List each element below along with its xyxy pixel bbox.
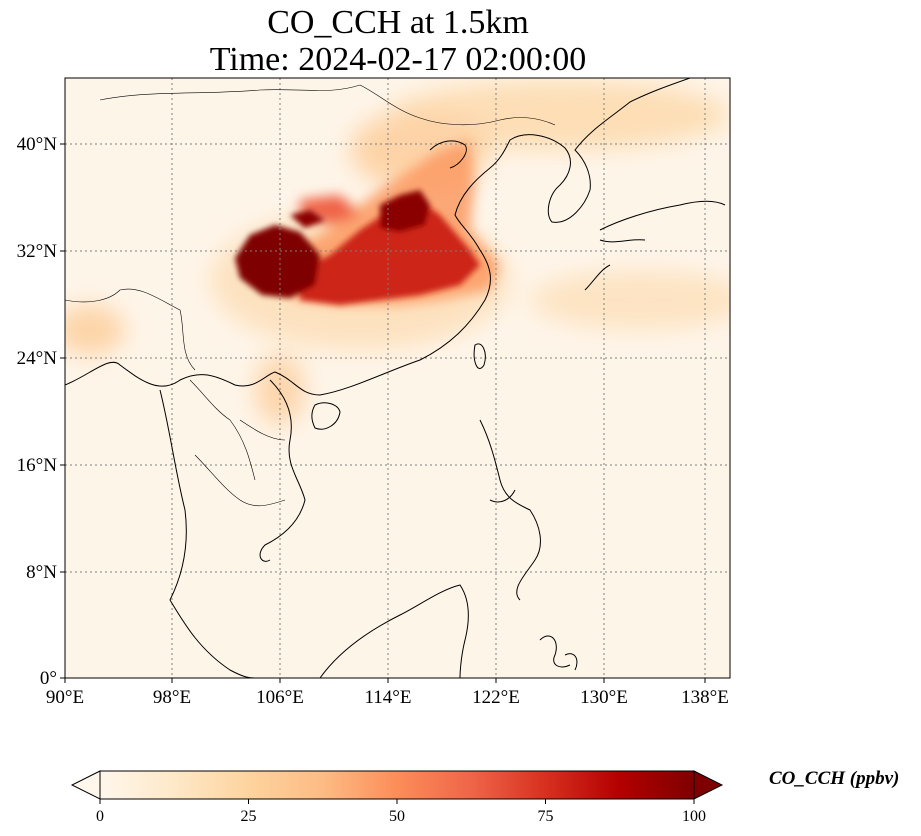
colorbar-tick-label: 50: [389, 808, 405, 825]
lon-tick-label: 98°E: [153, 687, 191, 708]
gridlines: [65, 78, 730, 678]
colorbar-extend-min: [70, 770, 101, 800]
lon-tick-label: 90°E: [46, 687, 84, 708]
colorbar-tick-label: 100: [682, 808, 706, 825]
colorbar-gradient: [99, 770, 695, 800]
colorbar: 0 25 50 75 100: [70, 770, 724, 825]
lat-tick-label: 32°N: [17, 241, 58, 262]
colorbar-tick-label: 0: [96, 808, 104, 825]
lon-tick-label: 114°E: [365, 687, 412, 708]
colorbar-label: CO_CCH (ppbv): [769, 768, 900, 789]
lat-tick-label: 8°N: [26, 562, 57, 583]
chart-title: CO_CCH at 1.5km: [267, 4, 529, 41]
map-frame: [64, 77, 731, 679]
lon-tick-label: 130°E: [580, 687, 628, 708]
lon-tick-label: 122°E: [472, 687, 520, 708]
lon-tick-label: 138°E: [681, 687, 729, 708]
colorbar-tick-label: 25: [241, 808, 257, 825]
lat-tick-label: 24°N: [17, 348, 58, 369]
lat-tick-label: 16°N: [17, 455, 58, 476]
lon-tick-label: 106°E: [256, 687, 304, 708]
coastlines: [65, 78, 726, 678]
chart-subtitle: Time: 2024-02-17 02:00:00: [209, 41, 587, 78]
lat-tick-label: 0°: [40, 668, 57, 689]
colorbar-extend-max: [693, 770, 724, 800]
lat-tick-label: 40°N: [17, 134, 58, 155]
concentration-field: [65, 78, 730, 678]
colorbar-tick-label: 75: [538, 808, 554, 825]
